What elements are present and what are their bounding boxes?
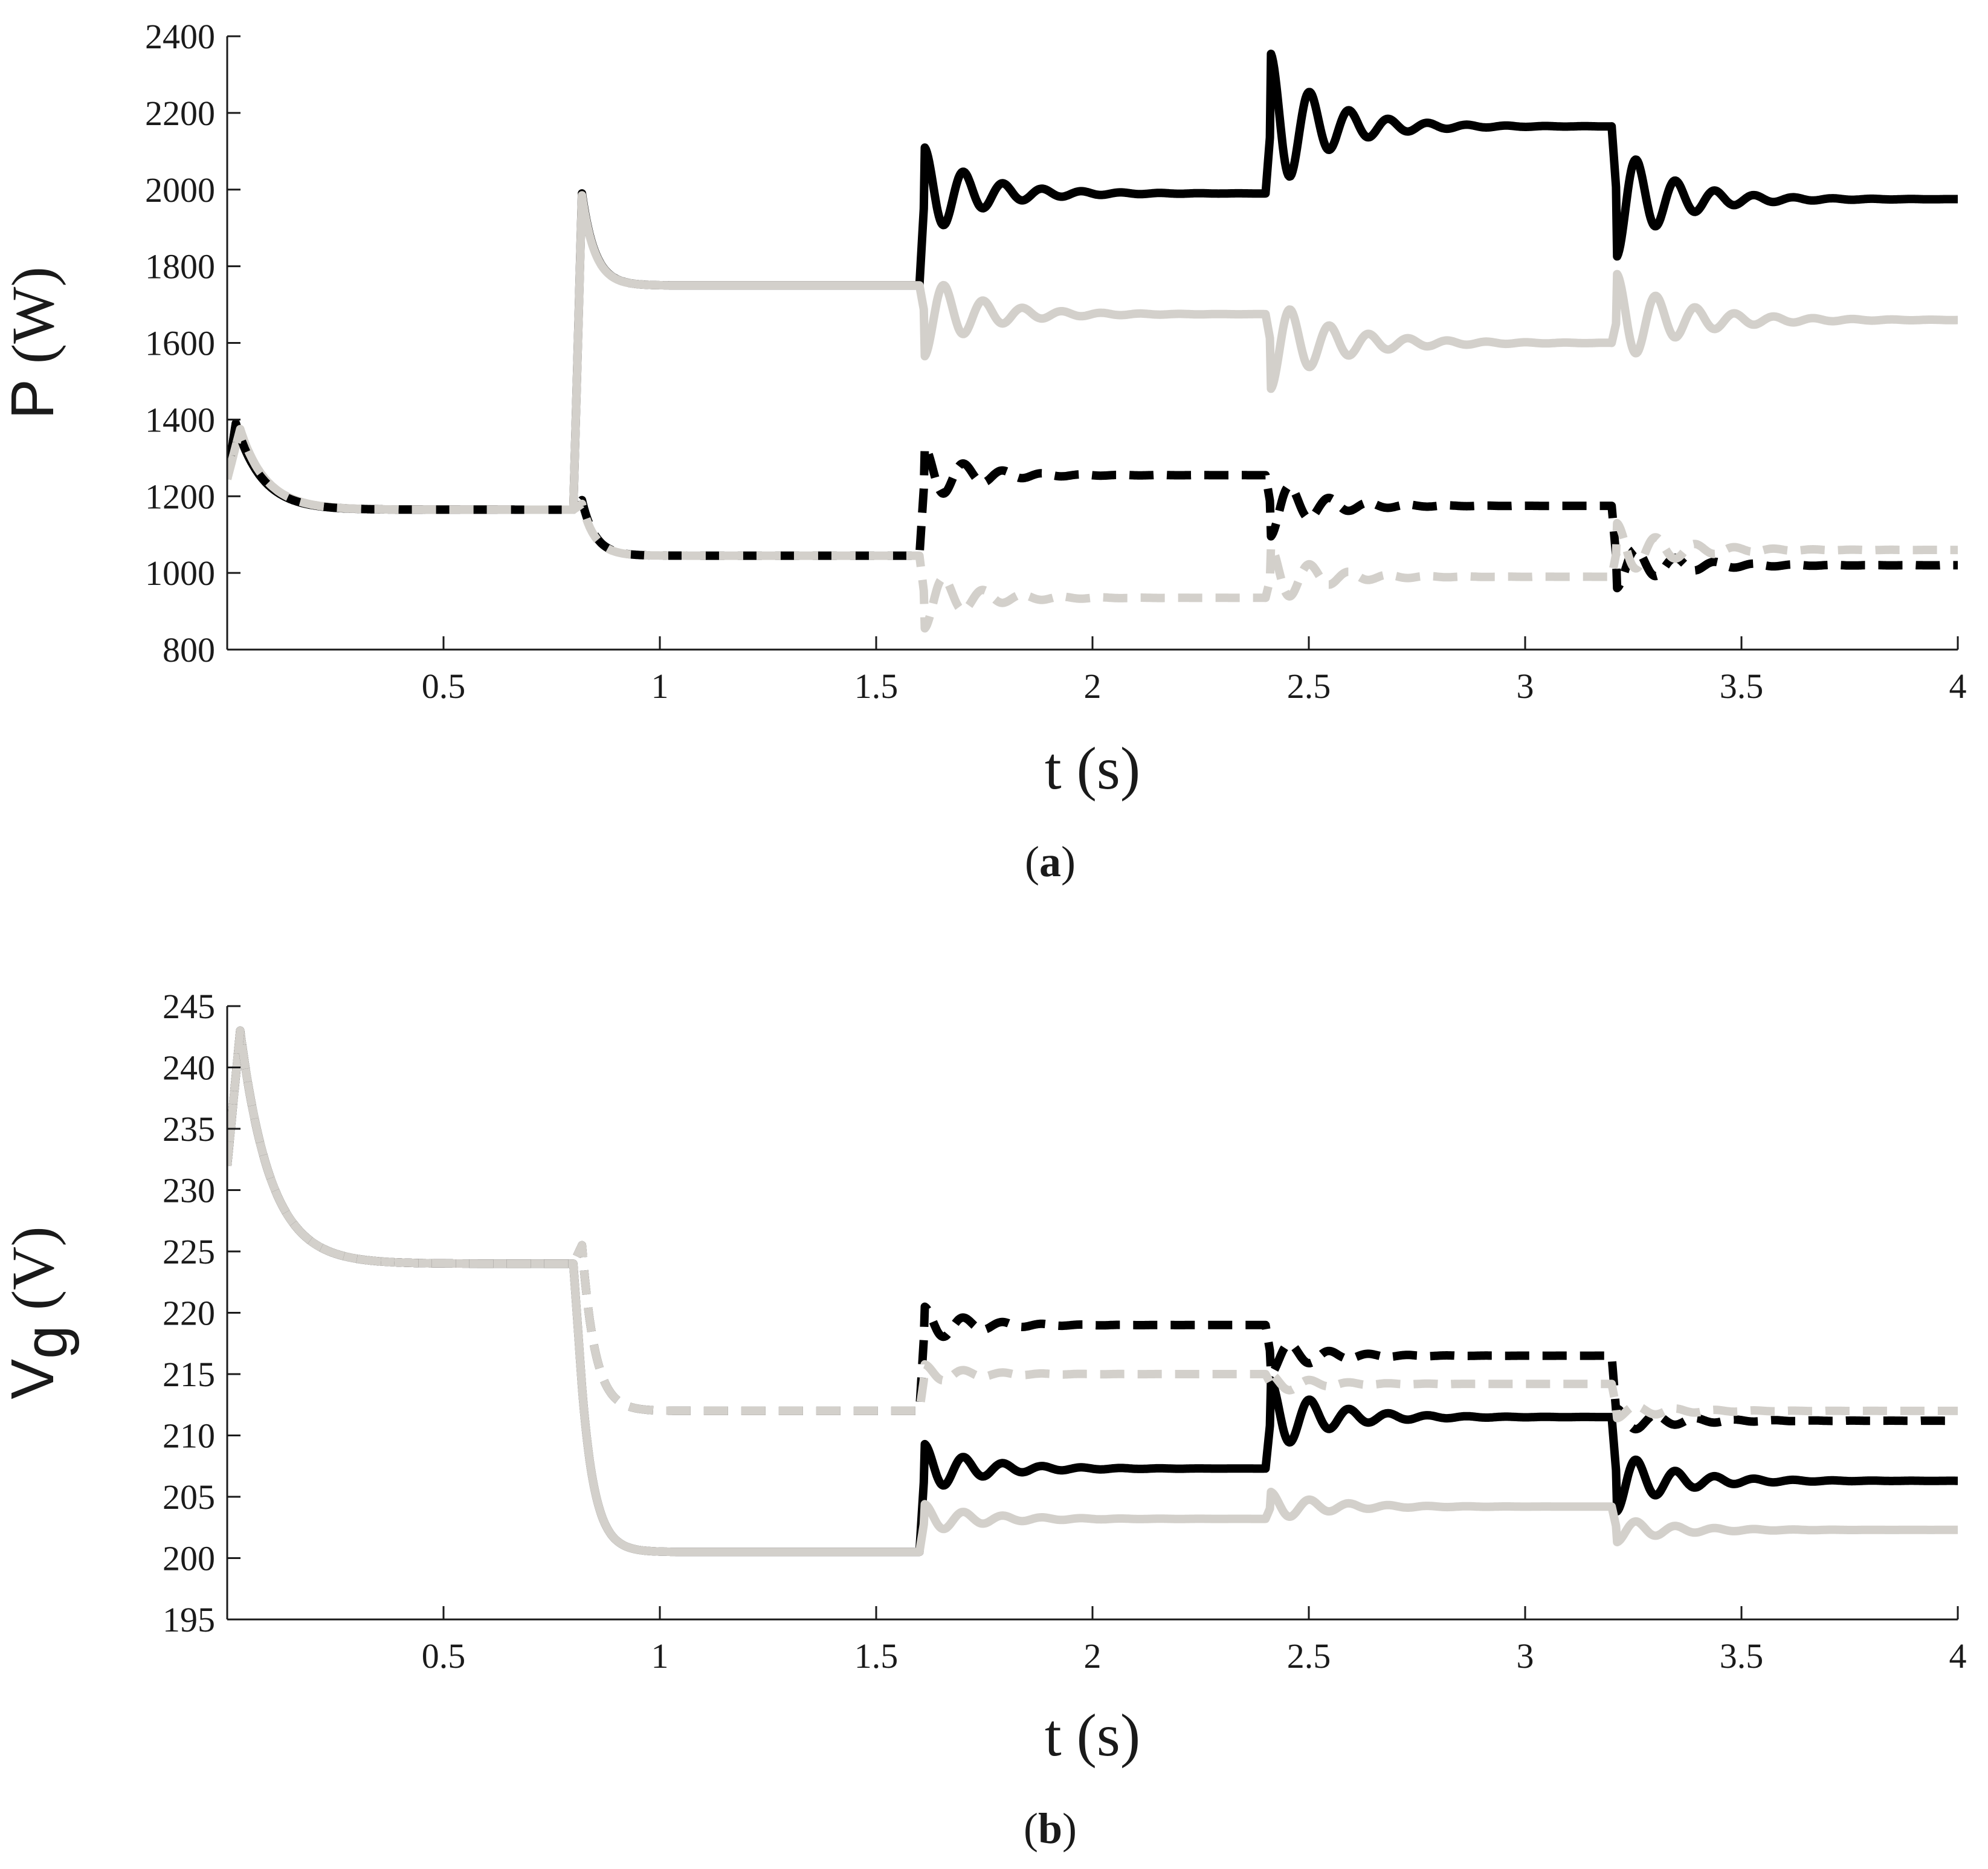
y-tick-label: 800 xyxy=(163,630,215,670)
y-tick-label: 195 xyxy=(163,1600,215,1639)
y-tick-label: 230 xyxy=(163,1171,215,1210)
y-tick-label: 205 xyxy=(163,1477,215,1517)
y-tick-label: 1000 xyxy=(145,554,215,593)
y-tick-label: 2200 xyxy=(145,94,215,133)
x-tick-label: 2 xyxy=(1084,1636,1102,1676)
chart-b: 0.5 1 1.5 2 2.5 3 3.5 4 195 200 205 210 215 220 225 230… xyxy=(0,987,1967,1853)
y-tick-label: 235 xyxy=(163,1109,215,1149)
series-4-line xyxy=(227,1026,1958,1422)
series-4-line xyxy=(227,425,1958,633)
chart-a: 0.5 1 1.5 2 2.5 3 3.5 4 800 1000 1200 1400 1600 1800 2… xyxy=(0,17,1967,886)
y-tick-label: 210 xyxy=(163,1416,215,1456)
x-tick-label: 3 xyxy=(1517,1636,1534,1676)
y-tick-label: 1400 xyxy=(145,400,215,439)
y-tick-label: 220 xyxy=(163,1294,215,1333)
x-axis-title: t (s) xyxy=(1045,735,1140,802)
x-tick-label: 2.5 xyxy=(1287,667,1331,706)
y-tick-label: 1800 xyxy=(145,247,215,286)
x-tick-label: 1 xyxy=(651,667,669,706)
x-tick-label: 3.5 xyxy=(1720,667,1764,706)
x-tick-label: 0.5 xyxy=(422,1636,466,1676)
y-tick-label: 245 xyxy=(163,987,215,1026)
x-tick-label: 3.5 xyxy=(1720,1636,1764,1676)
panel-caption: (b) xyxy=(1024,1804,1077,1853)
y-tick-label: 1600 xyxy=(145,324,215,363)
y-tick-label: 215 xyxy=(163,1355,215,1394)
x-tick-label: 3 xyxy=(1517,667,1534,706)
x-tick-label: 0.5 xyxy=(422,667,466,706)
y-tick-label: 200 xyxy=(163,1539,215,1578)
x-tick-label: 1.5 xyxy=(854,1636,899,1676)
panel-caption: (a) xyxy=(1025,838,1076,886)
y-tick-label: 225 xyxy=(163,1232,215,1271)
x-tick-label: 4 xyxy=(1949,667,1967,706)
x-tick-label: 2 xyxy=(1084,667,1102,706)
x-tick-label: 2.5 xyxy=(1287,1636,1331,1676)
series-3-line xyxy=(227,419,1958,593)
y-axis-title: Vg (V) xyxy=(0,1226,80,1399)
y-tick-label: 2000 xyxy=(145,170,215,210)
x-tick-label: 1.5 xyxy=(854,667,899,706)
x-tick-label: 4 xyxy=(1949,1636,1967,1676)
x-axis-title: t (s) xyxy=(1045,1702,1140,1769)
y-tick-label: 240 xyxy=(163,1048,215,1088)
y-axis-title: P (W) xyxy=(0,266,66,419)
y-tick-label: 1200 xyxy=(145,477,215,516)
x-tick-label: 1 xyxy=(651,1636,669,1676)
y-tick-label: 2400 xyxy=(145,17,215,56)
